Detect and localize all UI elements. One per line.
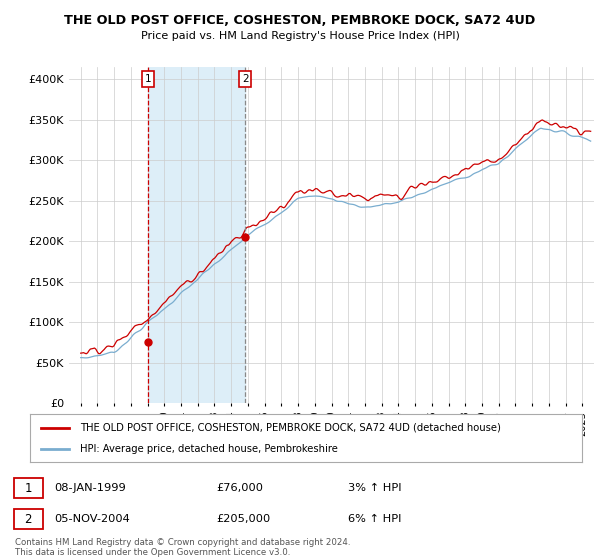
- Text: 05-NOV-2004: 05-NOV-2004: [54, 514, 130, 524]
- Text: 2: 2: [25, 512, 32, 526]
- Text: THE OLD POST OFFICE, COSHESTON, PEMBROKE DOCK, SA72 4UD (detached house): THE OLD POST OFFICE, COSHESTON, PEMBROKE…: [80, 423, 500, 433]
- Text: £76,000: £76,000: [216, 483, 263, 493]
- Text: THE OLD POST OFFICE, COSHESTON, PEMBROKE DOCK, SA72 4UD: THE OLD POST OFFICE, COSHESTON, PEMBROKE…: [64, 14, 536, 27]
- Bar: [148, 67, 245, 403]
- Text: 6% ↑ HPI: 6% ↑ HPI: [348, 514, 401, 524]
- Text: £205,000: £205,000: [216, 514, 270, 524]
- Text: 08-JAN-1999: 08-JAN-1999: [54, 483, 126, 493]
- Text: 3% ↑ HPI: 3% ↑ HPI: [348, 483, 401, 493]
- Text: HPI: Average price, detached house, Pembrokeshire: HPI: Average price, detached house, Pemb…: [80, 444, 338, 454]
- Text: Contains HM Land Registry data © Crown copyright and database right 2024.
This d: Contains HM Land Registry data © Crown c…: [15, 538, 350, 557]
- Text: Price paid vs. HM Land Registry's House Price Index (HPI): Price paid vs. HM Land Registry's House …: [140, 31, 460, 41]
- Text: 2: 2: [242, 74, 248, 84]
- Text: 1: 1: [145, 74, 151, 84]
- Text: 1: 1: [25, 482, 32, 495]
